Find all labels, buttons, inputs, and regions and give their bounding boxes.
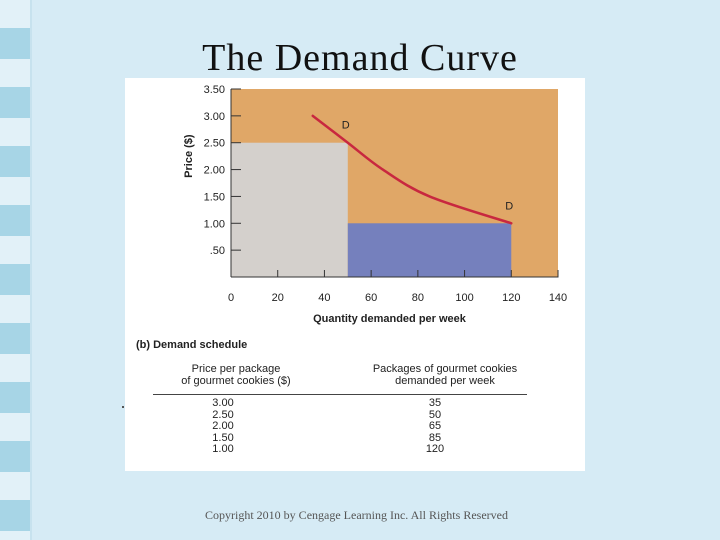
copyright-notice: Copyright 2010 by Cengage Learning Inc. …: [205, 508, 508, 522]
y-tick-label: 3.00: [204, 111, 225, 123]
schedule-quantity-cell: 35: [428, 397, 442, 409]
demand-curve-chart: 0 20 40 60 80 100 120 140 .50 1.00 1.50 2.00 2.50 3.0…: [183, 84, 567, 325]
price-column: 3.00 2.50 2.00 1.50 1.00: [193, 397, 253, 456]
x-tick-label: 80: [412, 292, 424, 304]
x-tick-label: 0: [228, 292, 234, 304]
price-column-header: Price per package of gourmet cookies ($): [181, 363, 291, 387]
demand-curve-label: D: [505, 200, 513, 212]
decorative-stripe: [0, 0, 30, 540]
slide-title: The Demand Curve: [202, 37, 518, 79]
quantity-column-header: Packages of gourmet cookies demanded per…: [372, 363, 518, 387]
schedule-price-cell: 1.50: [212, 431, 234, 444]
schedule-price-cell: 3.00: [212, 397, 234, 409]
schedule-quantity-cell: 50: [428, 408, 442, 421]
schedule-quantity-cell: 120: [425, 443, 445, 456]
y-axis-title: Price ($): [183, 134, 195, 178]
y-tick-label: 3.50: [204, 84, 225, 96]
schedule-rule: [153, 394, 527, 395]
schedule-price-cell: 2.00: [212, 420, 234, 433]
schedule-heading: (b) Demand schedule: [136, 339, 248, 351]
demand-curve-label: D: [342, 120, 350, 132]
x-tick-label: 120: [502, 292, 520, 304]
schedule-quantity-cell: 65: [428, 420, 442, 433]
quantity-column: 35 50 65 85 120: [405, 397, 465, 456]
y-tick-label: 1.00: [204, 218, 225, 230]
total-revenue-region-low-price: [347, 223, 512, 277]
y-tick-label: 1.50: [204, 191, 225, 203]
x-tick-label: 20: [272, 292, 284, 304]
schedule-price-cell: 1.00: [212, 443, 234, 456]
x-tick-label: 60: [365, 292, 377, 304]
y-tick-label: 2.50: [204, 138, 225, 150]
decorative-stripe-edge: [30, 0, 32, 540]
y-tick-label: 2.00: [204, 165, 225, 177]
x-tick-label: 100: [455, 292, 473, 304]
demand-curve-line: [311, 114, 513, 225]
x-tick-label: 40: [318, 292, 330, 304]
schedule-quantity-cell: 85: [428, 431, 442, 444]
y-tick-label: .50: [210, 245, 225, 257]
schedule-price-cell: 2.50: [212, 408, 234, 421]
x-tick-label: 140: [549, 292, 567, 304]
decorative-dot: [122, 406, 124, 408]
total-revenue-region-high-price: [231, 142, 348, 277]
figure-panel: 0 20 40 60 80 100 120 140.50 1.00 1.50 2.00 2.50 3.0…: [125, 78, 585, 471]
x-axis-title: Quantity demanded per week: [313, 313, 467, 325]
